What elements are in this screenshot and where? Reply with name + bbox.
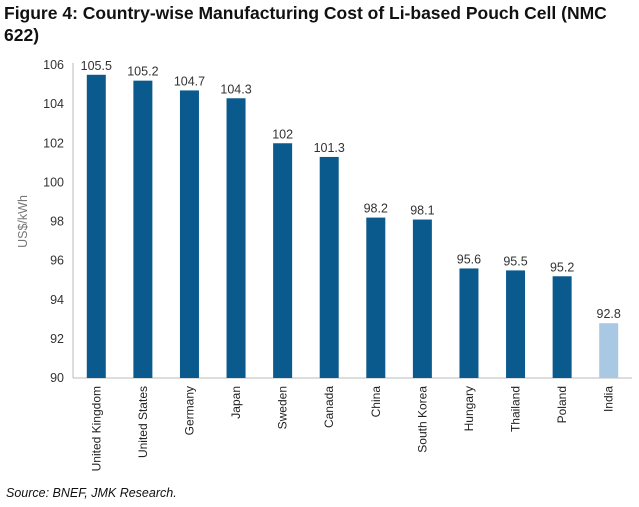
chart-title: Figure 4: Country-wise Manufacturing Cos… (4, 3, 607, 45)
x-tick-label: South Korea (415, 386, 429, 453)
x-tick-label: Thailand (509, 386, 523, 432)
bar-hungary (459, 268, 479, 378)
x-tick-label: China (369, 386, 383, 418)
data-label: 104.3 (220, 82, 251, 96)
x-tick-label: Poland (555, 386, 569, 423)
bar-india (599, 323, 619, 378)
y-tick-label: 100 (43, 175, 64, 189)
x-tick-label: Sweden (276, 386, 290, 429)
bar-canada (319, 156, 339, 378)
bar-japan (226, 98, 246, 378)
data-label: 95.2 (550, 260, 574, 274)
x-tick-label: United Kingdom (89, 386, 103, 471)
data-label: 105.5 (81, 59, 112, 73)
data-label: 98.2 (364, 202, 388, 216)
y-axis-title: US$/kWh (16, 195, 30, 248)
y-tick-label: 92 (50, 332, 64, 346)
y-tick-label: 94 (50, 293, 64, 307)
data-label: 102 (272, 127, 293, 141)
bar-germany (179, 90, 199, 379)
data-label: 98.1 (410, 204, 434, 218)
data-label: 105.2 (127, 65, 158, 79)
y-tick-label: 102 (43, 136, 64, 150)
y-tick-label: 90 (50, 371, 64, 385)
bar-united-states (133, 80, 153, 379)
data-label: 95.5 (503, 254, 527, 268)
x-tick-label: Canada (322, 386, 336, 428)
data-label: 92.8 (597, 307, 621, 321)
bar-south-korea (412, 219, 432, 378)
y-tick-label: 98 (50, 215, 64, 229)
data-label: 101.3 (314, 141, 345, 155)
data-label: 104.7 (174, 74, 205, 88)
x-tick-label: Germany (182, 386, 196, 435)
data-label: 95.6 (457, 252, 481, 266)
y-tick-label: 106 (43, 58, 64, 72)
x-tick-label: India (602, 386, 616, 412)
x-tick-label: Japan (229, 386, 243, 419)
x-tick-label: United States (136, 386, 150, 458)
bar-sweden (273, 143, 293, 378)
x-tick-label: Hungary (462, 386, 476, 431)
y-tick-label: 96 (50, 254, 64, 268)
source-note: Source: BNEF, JMK Research. (6, 486, 177, 500)
bar-united-kingdom (86, 74, 106, 378)
bar-thailand (506, 270, 526, 378)
y-tick-label: 104 (43, 97, 64, 111)
bar-china (366, 217, 386, 378)
bar-poland (552, 276, 572, 378)
